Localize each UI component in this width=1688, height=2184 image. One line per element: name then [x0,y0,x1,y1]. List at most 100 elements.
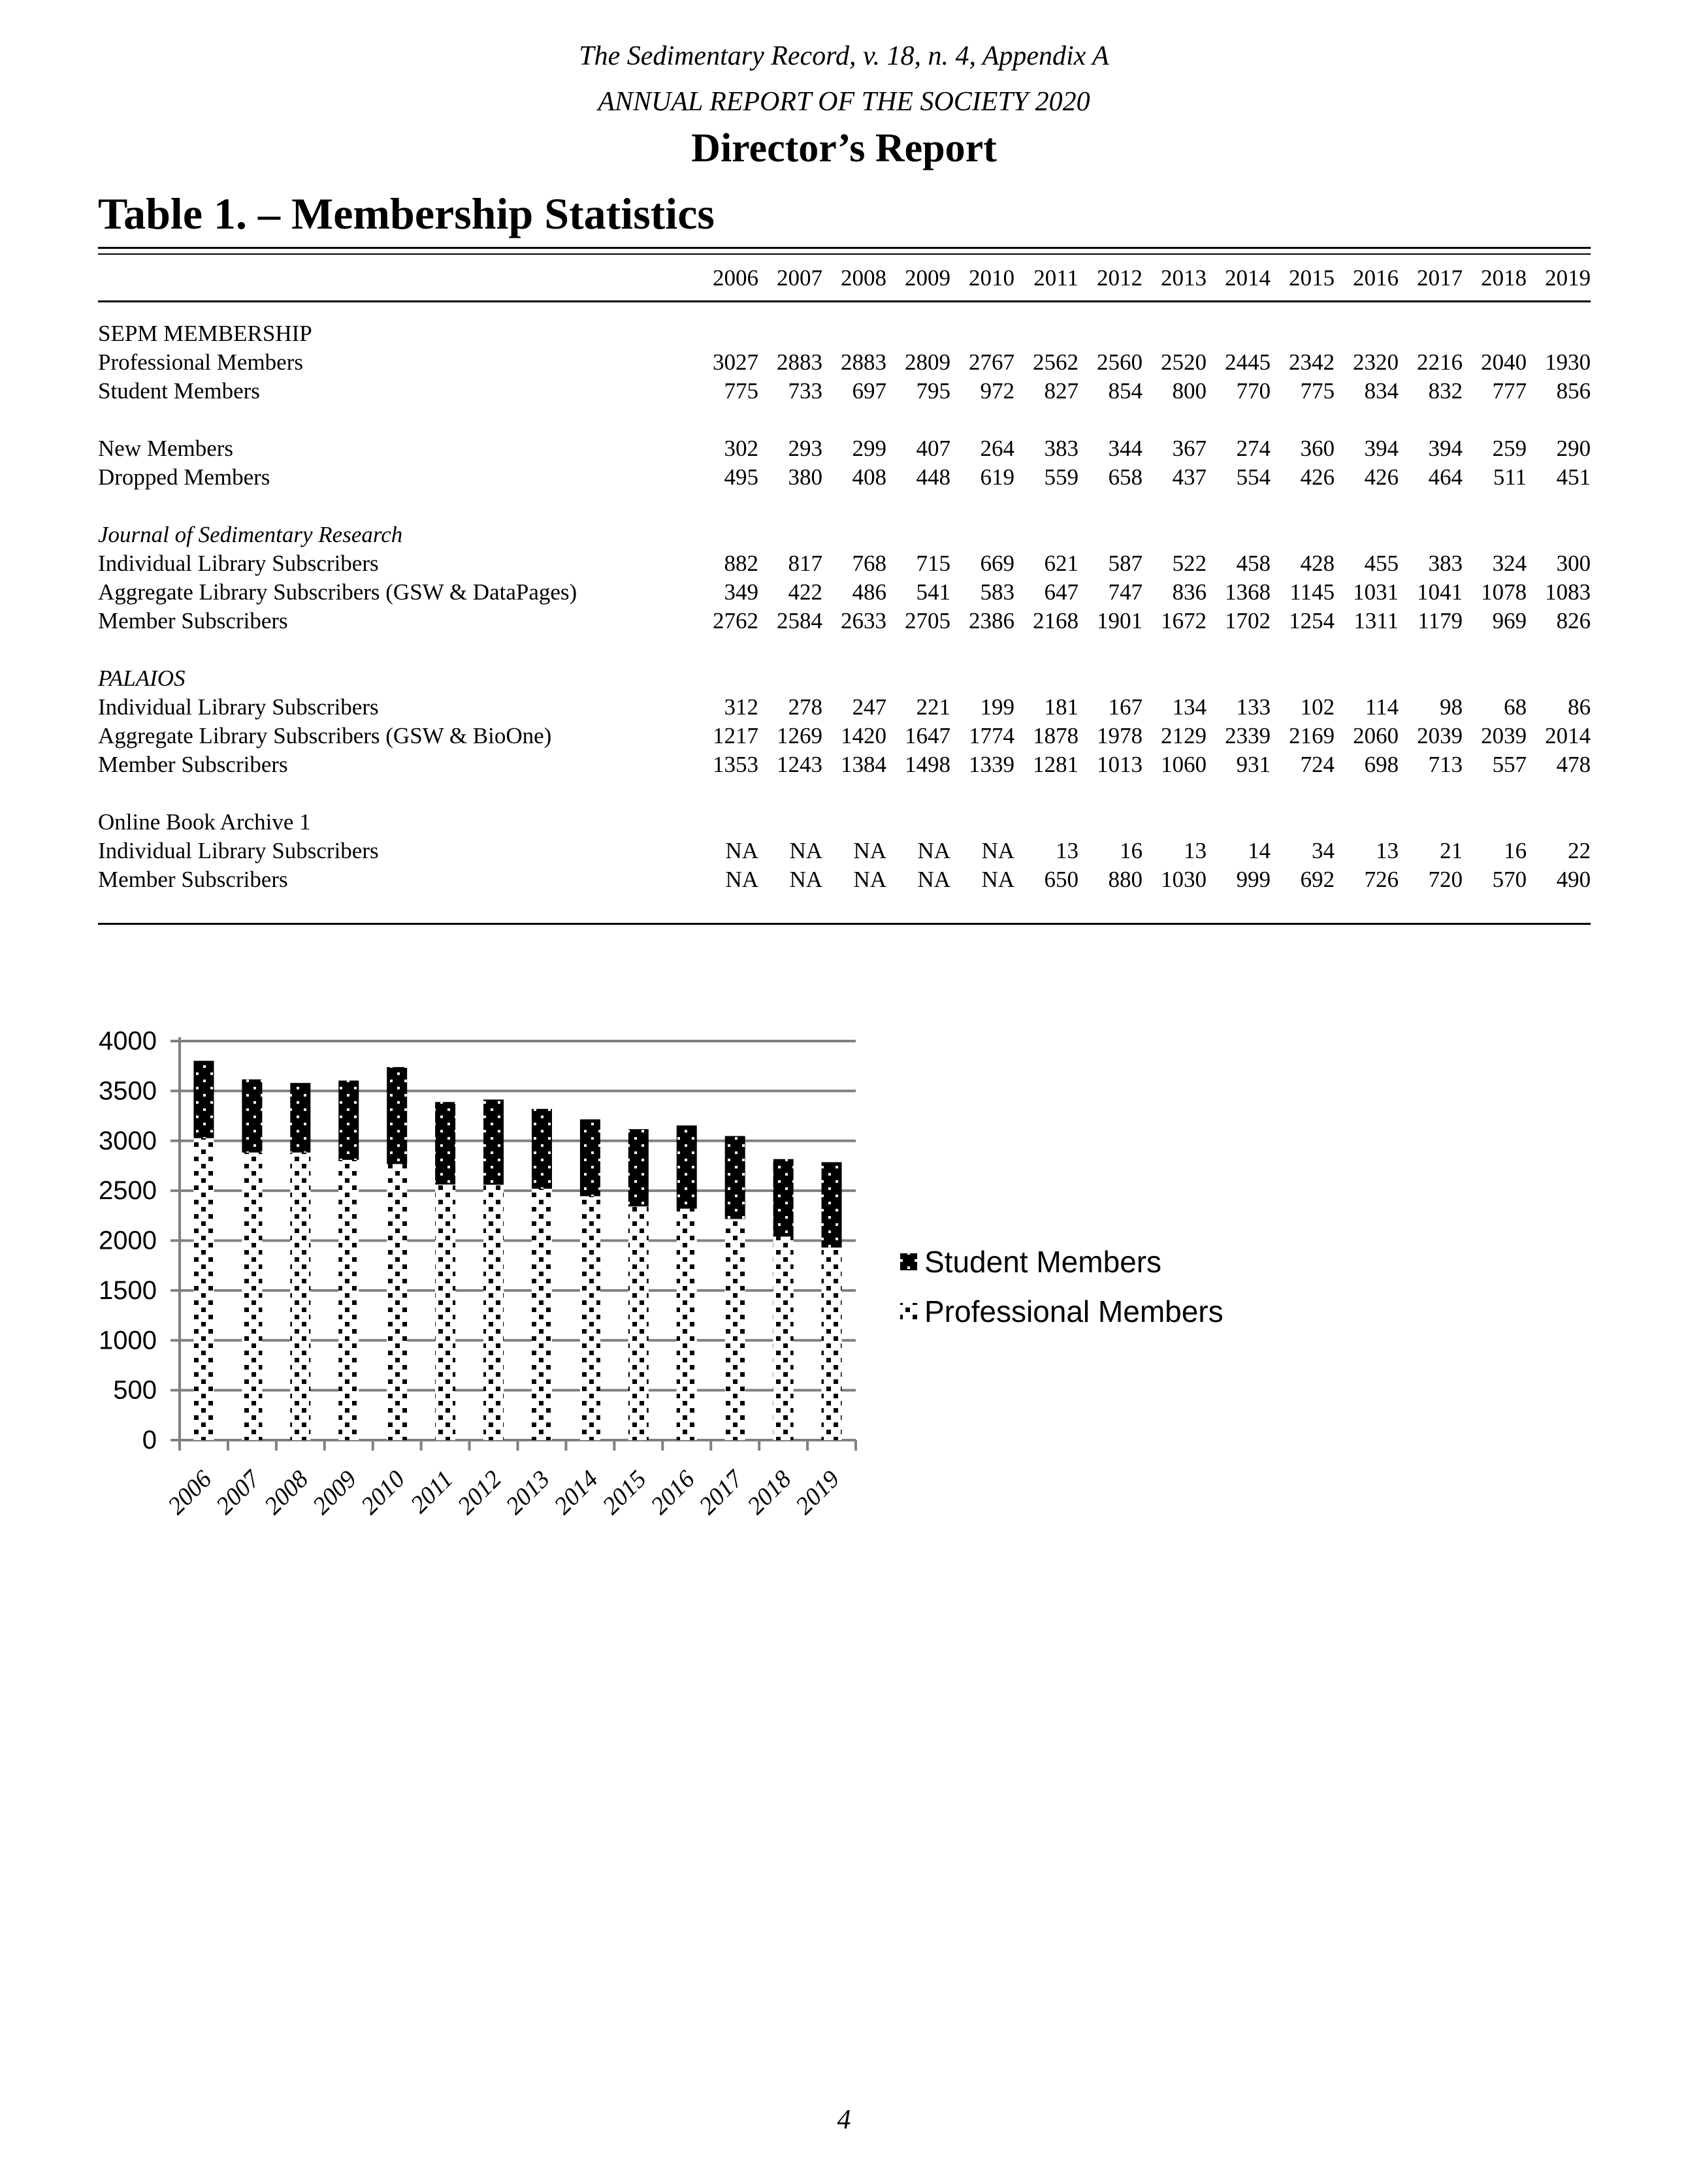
value-cell: 1083 [1545,579,1591,605]
x-axis-label: 2010 [356,1466,410,1520]
value-cell: 777 [1492,378,1527,404]
value-cell [1463,521,1527,549]
value-cell: 300 [1556,551,1591,576]
value-cell: 13 [1056,838,1079,863]
value-cell: 1774 [969,723,1014,748]
value-cell: 1339 [969,752,1014,777]
bar-professional-2013 [531,1189,552,1440]
value-cell: NA [853,867,886,892]
bar-student-2016 [676,1125,697,1209]
bar-professional-2019 [821,1247,842,1440]
value-cell: 768 [852,551,887,576]
bar-professional-2014 [579,1196,600,1440]
value-cell: 2014 [1545,723,1591,748]
journal-reference-line: The Sedimentary Record, v. 18, n. 4, App… [579,41,1109,71]
value-cell: 1498 [905,752,950,777]
value-cell: 221 [916,694,951,720]
year-header: 2012 [1079,255,1143,302]
value-cell: 16 [1120,838,1143,863]
value-cell: 1420 [841,723,886,748]
y-axis-label: 0 [142,1426,157,1454]
value-cell [822,521,886,549]
value-cell: 2320 [1353,349,1399,375]
year-header: 2019 [1527,255,1591,302]
value-cell [950,808,1014,837]
value-cell: 2560 [1097,349,1143,375]
y-axis-label: 3000 [99,1127,157,1155]
value-cell: 86 [1568,694,1591,720]
value-cell: 972 [980,378,1015,404]
value-cell: NA [789,838,822,863]
table-row: Individual Library Subscribers 312 278 247 2… [98,693,1591,722]
y-axis-label: 2000 [99,1227,157,1255]
value-cell: 834 [1364,378,1399,404]
value-cell: 557 [1492,752,1527,777]
row-label: Student Members [98,378,260,404]
value-cell: 68 [1504,694,1527,720]
value-cell [1079,319,1143,348]
value-cell: 836 [1172,579,1207,605]
value-cell: NA [725,838,758,863]
bar-student-2012 [483,1099,504,1185]
value-cell: 380 [788,464,823,490]
value-cell: 2633 [841,608,886,634]
value-cell: NA [981,838,1014,863]
value-cell: 451 [1556,464,1591,490]
bar-professional-2018 [773,1236,794,1440]
x-axis-label: 2017 [694,1464,749,1520]
bar-professional-2007 [242,1152,263,1440]
x-axis-label: 2019 [790,1466,845,1520]
page-title: Director’s Report [691,126,997,170]
table-row: New Members 302 293 299 407 264 383 344 367 274 36… [98,434,1591,463]
value-cell [1143,664,1207,693]
value-cell: 181 [1044,694,1079,720]
x-axis-label: 2011 [406,1466,459,1518]
bar-professional-2016 [676,1208,697,1440]
value-cell: 426 [1300,464,1335,490]
value-cell: 114 [1365,694,1399,720]
row-label: Individual Library Subscribers [98,838,379,863]
value-cell: 344 [1108,436,1143,461]
row-label: SEPM MEMBERSHIP [98,321,312,346]
bar-professional-2010 [387,1164,408,1440]
spacer-row [98,406,1591,434]
value-cell: 3027 [713,349,758,375]
bar-student-2017 [724,1136,745,1219]
x-axis-label: 2007 [211,1464,267,1520]
value-cell: 1647 [905,723,950,748]
value-cell: 299 [852,436,887,461]
bar-student-2019 [821,1162,842,1248]
bar-professional-2017 [724,1219,745,1440]
value-cell [886,808,950,837]
value-cell: 1145 [1290,579,1335,605]
year-header: 2010 [950,255,1014,302]
value-cell: 349 [724,579,759,605]
year-header: 2018 [1463,255,1527,302]
value-cell: 697 [852,378,887,404]
value-cell [1079,664,1143,693]
year-header: 2006 [694,255,758,302]
spacer-cell [98,302,1591,320]
value-cell [950,319,1014,348]
value-cell: 715 [916,551,951,576]
value-cell [694,664,758,693]
y-axis-label: 2500 [99,1176,157,1205]
value-cell: 394 [1428,436,1463,461]
value-cell [758,808,822,837]
spacer-row [98,635,1591,664]
table-title: Table 1. – Membership Statistics [98,189,715,238]
value-cell: 587 [1108,551,1143,576]
value-cell: 2168 [1033,608,1079,634]
value-cell [1014,808,1079,837]
value-cell [886,521,950,549]
membership-table-block: 2006 2007 2008 2009 2010 2011 2012 2013 2014 2015… [98,247,1591,925]
value-cell: 464 [1428,464,1463,490]
value-cell: 1269 [777,723,822,748]
value-cell: 167 [1108,694,1143,720]
x-axis-label: 2006 [163,1466,217,1520]
value-cell: 2039 [1417,723,1463,748]
value-cell: 1243 [777,752,822,777]
value-cell: 1901 [1097,608,1143,634]
value-cell: 448 [916,464,951,490]
value-cell [1399,808,1463,837]
